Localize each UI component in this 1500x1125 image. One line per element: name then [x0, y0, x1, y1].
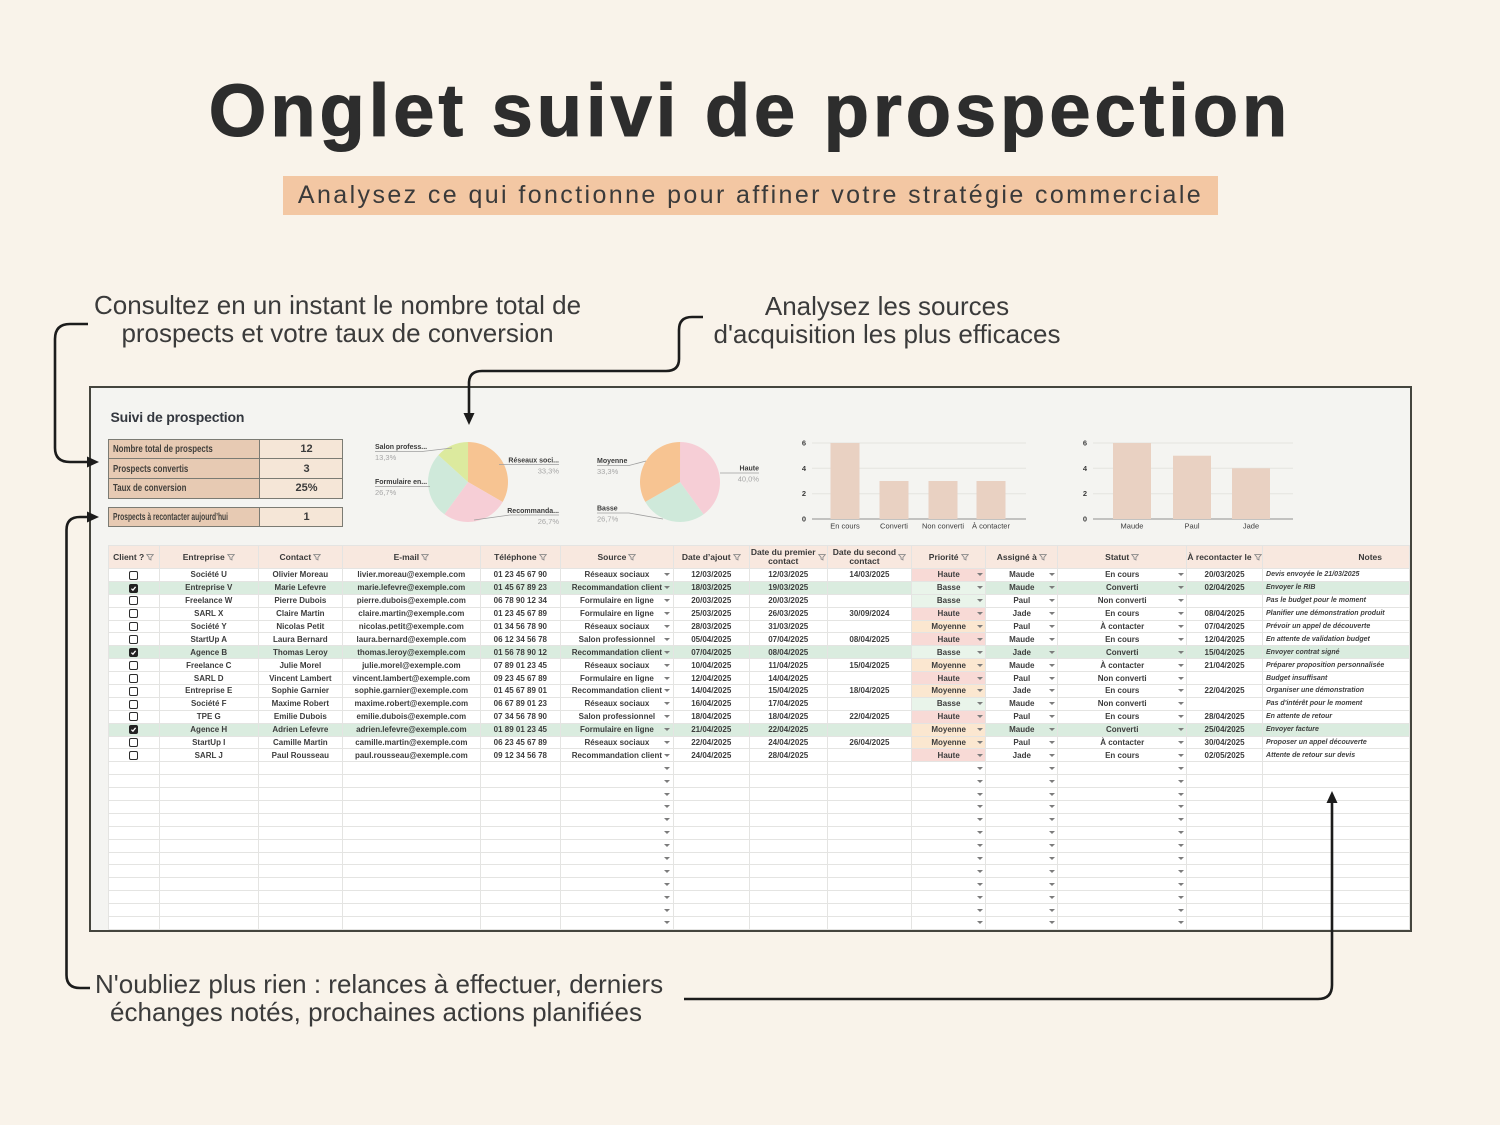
svg-text:À contacter: À contacter — [972, 521, 1010, 530]
svg-text:0: 0 — [1082, 514, 1086, 523]
svg-text:13,3%: 13,3% — [375, 453, 397, 462]
svg-text:26,7%: 26,7% — [375, 488, 397, 497]
svg-text:Haute: Haute — [739, 465, 759, 472]
svg-text:Salon profess...: Salon profess... — [375, 444, 427, 451]
svg-text:33,3%: 33,3% — [537, 466, 559, 475]
svg-text:4: 4 — [801, 463, 806, 472]
svg-text:Réseaux soci...: Réseaux soci... — [508, 457, 559, 464]
svg-text:Recommanda...: Recommanda... — [507, 508, 559, 515]
svg-text:Formulaire en...: Formulaire en... — [375, 479, 427, 486]
svg-text:Non converti: Non converti — [921, 521, 963, 530]
svg-text:Basse: Basse — [597, 505, 618, 512]
svg-text:0: 0 — [801, 514, 805, 523]
svg-text:2: 2 — [801, 489, 805, 498]
svg-text:Converti: Converti — [880, 521, 908, 530]
svg-text:26,7%: 26,7% — [597, 514, 619, 523]
svg-text:2: 2 — [1082, 489, 1086, 498]
svg-text:6: 6 — [1082, 438, 1086, 447]
svg-text:33,3%: 33,3% — [597, 467, 619, 476]
svg-text:Jade: Jade — [1242, 521, 1258, 530]
svg-text:En cours: En cours — [830, 521, 860, 530]
svg-text:Maude: Maude — [1120, 521, 1143, 530]
svg-text:26,7%: 26,7% — [537, 517, 559, 526]
svg-text:Moyenne: Moyenne — [597, 458, 627, 465]
svg-text:6: 6 — [801, 438, 805, 447]
svg-text:40,0%: 40,0% — [737, 474, 759, 483]
svg-text:4: 4 — [1082, 463, 1087, 472]
svg-text:Paul: Paul — [1184, 521, 1199, 530]
